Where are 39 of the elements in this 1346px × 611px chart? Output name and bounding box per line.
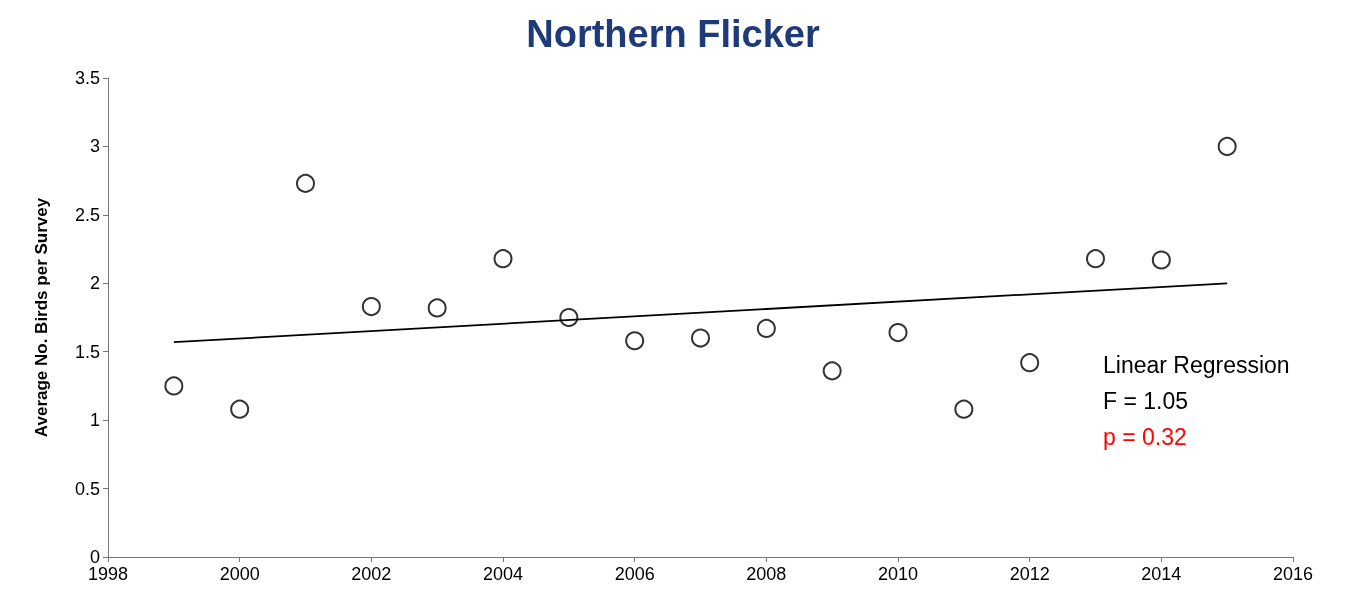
y-tick-label: 2.5 — [74, 204, 100, 225]
annotation: p = 0.32 — [1103, 423, 1187, 450]
x-tick-label: 2012 — [1009, 564, 1050, 584]
point — [954, 399, 974, 419]
x-tick-label: 2016 — [1272, 564, 1314, 584]
x-tick-label: 2004 — [482, 564, 524, 584]
x-tick-label: 1998 — [87, 564, 129, 584]
point — [1151, 250, 1171, 270]
y-tick-label: 1 — [89, 410, 100, 431]
point — [493, 249, 513, 269]
point — [296, 173, 315, 193]
x-tick-label: 2014 — [1141, 564, 1182, 584]
y-tick-label: 3 — [89, 136, 100, 157]
y-tick-label: 0.5 — [74, 478, 100, 499]
point — [1020, 353, 1040, 373]
point — [427, 298, 447, 318]
annotation: Linear Regression — [1103, 351, 1290, 378]
annotation: F = 1.05 — [1103, 387, 1189, 414]
x-tick-label: 2010 — [877, 564, 919, 584]
point — [691, 328, 710, 348]
y-axis-title: Average No. Birds per Survey — [32, 197, 51, 438]
y-tick-label: 0 — [89, 547, 100, 567]
point — [361, 297, 381, 317]
point — [1086, 249, 1105, 269]
chart-title: Northern Flicker — [526, 13, 820, 55]
point — [1217, 136, 1237, 156]
point — [625, 331, 645, 351]
point — [230, 399, 250, 419]
point — [822, 361, 842, 381]
point — [164, 376, 184, 396]
y-tick-label: 1.5 — [74, 341, 100, 362]
y-tick-label: 3.5 — [74, 68, 100, 88]
x-tick-label: 2008 — [746, 564, 787, 584]
point — [756, 318, 776, 338]
point — [888, 323, 908, 343]
x-tick-label: 2000 — [219, 564, 260, 584]
x-tick-label: 2002 — [351, 564, 392, 584]
x-tick-label: 2006 — [614, 564, 655, 584]
y-tick-label: 2 — [89, 273, 100, 294]
